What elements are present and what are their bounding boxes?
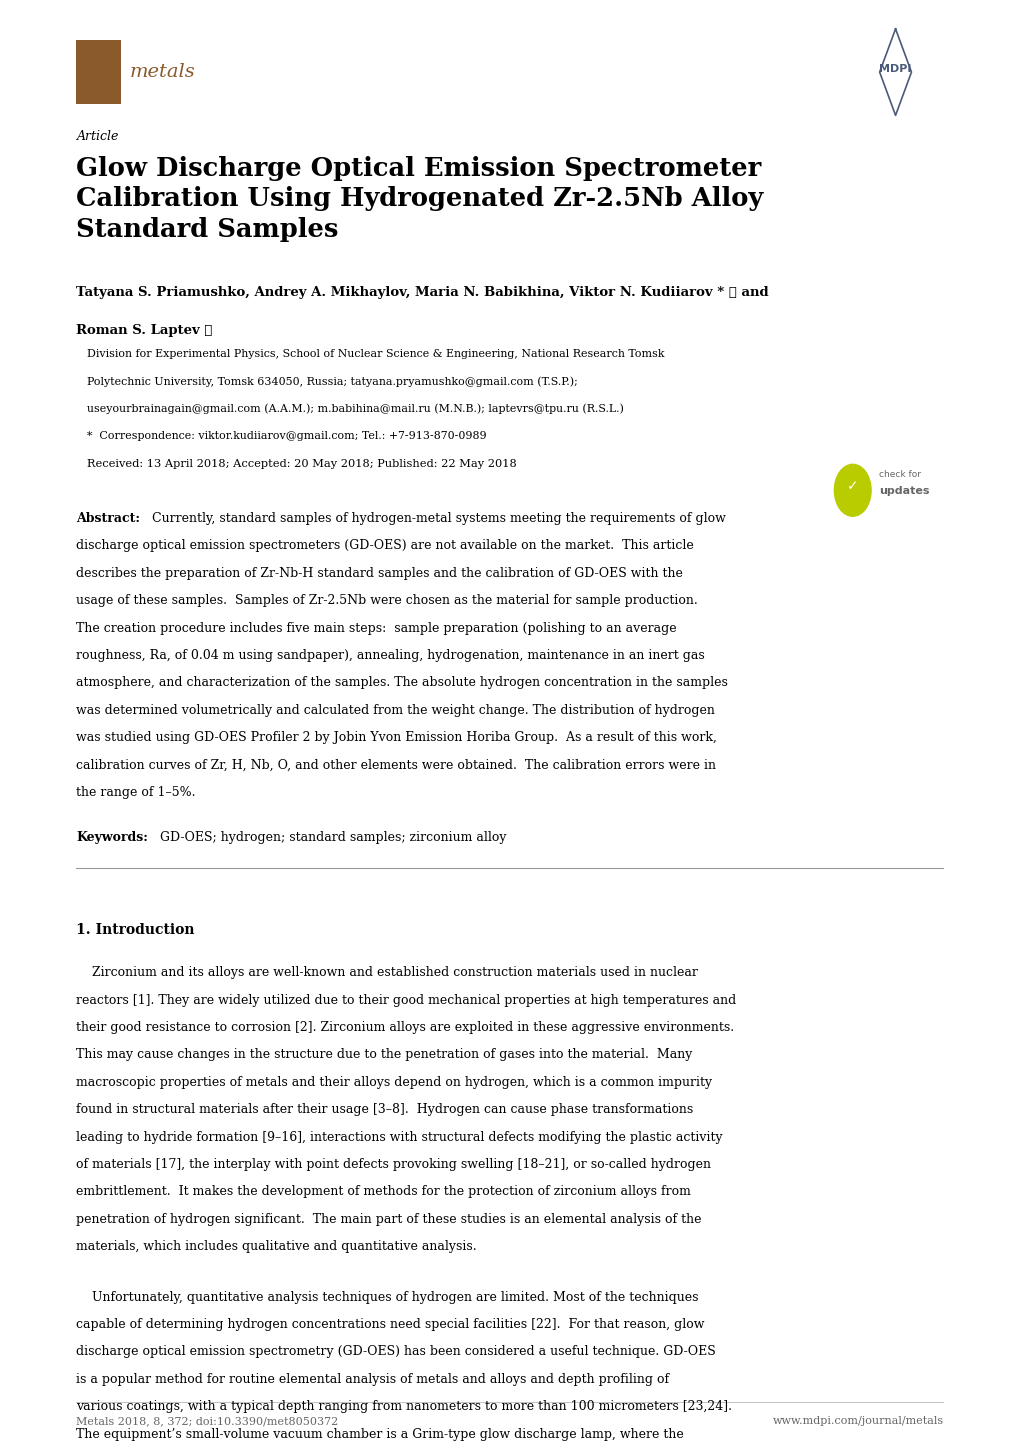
Text: *  Correspondence: viktor.kudiiarov@gmail.com; Tel.: +7-913-870-0989: * Correspondence: viktor.kudiiarov@gmail… — [87, 431, 486, 441]
Text: macroscopic properties of metals and their alloys depend on hydrogen, which is a: macroscopic properties of metals and the… — [76, 1076, 712, 1089]
Text: roughness, Ra, of 0.04 m using sandpaper), annealing, hydrogenation, maintenance: roughness, Ra, of 0.04 m using sandpaper… — [76, 649, 704, 662]
Text: Abstract:: Abstract: — [76, 512, 141, 525]
Circle shape — [834, 464, 870, 516]
Text: was studied using GD-OES Profiler 2 by Jobin Yvon Emission Horiba Group.  As a r: was studied using GD-OES Profiler 2 by J… — [76, 731, 716, 744]
Text: metals: metals — [129, 63, 195, 81]
Text: various coatings, with a typical depth ranging from nanometers to more than 100 : various coatings, with a typical depth r… — [76, 1400, 732, 1413]
Text: embrittlement.  It makes the development of methods for the protection of zircon: embrittlement. It makes the development … — [76, 1185, 691, 1198]
Text: Currently, standard samples of hydrogen-metal systems meeting the requirements o: Currently, standard samples of hydrogen-… — [152, 512, 726, 525]
Text: Division for Experimental Physics, School of Nuclear Science & Engineering, Nati: Division for Experimental Physics, Schoo… — [87, 349, 663, 359]
Text: Glow Discharge Optical Emission Spectrometer
Calibration Using Hydrogenated Zr-2: Glow Discharge Optical Emission Spectrom… — [76, 156, 763, 242]
Text: atmosphere, and characterization of the samples. The absolute hydrogen concentra: atmosphere, and characterization of the … — [76, 676, 728, 689]
Text: GD-OES; hydrogen; standard samples; zirconium alloy: GD-OES; hydrogen; standard samples; zirc… — [156, 831, 506, 844]
Text: ✓: ✓ — [846, 479, 858, 493]
Text: Unfortunately, quantitative analysis techniques of hydrogen are limited. Most of: Unfortunately, quantitative analysis tec… — [76, 1291, 698, 1304]
Text: of materials [17], the interplay with point defects provoking swelling [18–21], : of materials [17], the interplay with po… — [76, 1158, 711, 1171]
Text: useyourbrainagain@gmail.com (A.A.M.); m.babihina@mail.ru (M.N.B.); laptevrs@tpu.: useyourbrainagain@gmail.com (A.A.M.); m.… — [87, 404, 623, 414]
Text: describes the preparation of Zr-Nb-H standard samples and the calibration of GD-: describes the preparation of Zr-Nb-H sta… — [76, 567, 683, 580]
Text: the range of 1–5%.: the range of 1–5%. — [76, 786, 196, 799]
FancyBboxPatch shape — [76, 40, 121, 104]
Text: Tatyana S. Priamushko, Andrey A. Mikhaylov, Maria N. Babikhina, Viktor N. Kudiia: Tatyana S. Priamushko, Andrey A. Mikhayl… — [76, 286, 768, 298]
Text: www.mdpi.com/journal/metals: www.mdpi.com/journal/metals — [771, 1416, 943, 1426]
Text: penetration of hydrogen significant.  The main part of these studies is an eleme: penetration of hydrogen significant. The… — [76, 1213, 701, 1226]
Text: This may cause changes in the structure due to the penetration of gases into the: This may cause changes in the structure … — [76, 1048, 692, 1061]
Text: found in structural materials after their usage [3–8].  Hydrogen can cause phase: found in structural materials after thei… — [76, 1103, 693, 1116]
Text: Received: 13 April 2018; Accepted: 20 May 2018; Published: 22 May 2018: Received: 13 April 2018; Accepted: 20 Ma… — [87, 459, 516, 469]
Text: usage of these samples.  Samples of Zr-2.5Nb were chosen as the material for sam: usage of these samples. Samples of Zr-2.… — [76, 594, 698, 607]
Text: updates: updates — [878, 486, 929, 496]
Text: The creation procedure includes five main steps:  sample preparation (polishing : The creation procedure includes five mai… — [76, 622, 677, 634]
Text: discharge optical emission spectrometry (GD-OES) has been considered a useful te: discharge optical emission spectrometry … — [76, 1345, 715, 1358]
Text: Metals 2018, 8, 372; doi:10.3390/met8050372: Metals 2018, 8, 372; doi:10.3390/met8050… — [76, 1416, 338, 1426]
Text: Polytechnic University, Tomsk 634050, Russia; tatyana.pryamushko@gmail.com (T.S.: Polytechnic University, Tomsk 634050, Ru… — [87, 376, 577, 386]
Text: calibration curves of Zr, H, Nb, O, and other elements were obtained.  The calib: calibration curves of Zr, H, Nb, O, and … — [76, 758, 715, 771]
Text: Zirconium and its alloys are well-known and established construction materials u: Zirconium and its alloys are well-known … — [76, 966, 698, 979]
Text: their good resistance to corrosion [2]. Zirconium alloys are exploited in these : their good resistance to corrosion [2]. … — [76, 1021, 734, 1034]
Text: capable of determining hydrogen concentrations need special facilities [22].  Fo: capable of determining hydrogen concentr… — [76, 1318, 704, 1331]
Text: The equipment’s small-volume vacuum chamber is a Grim-type glow discharge lamp, : The equipment’s small-volume vacuum cham… — [76, 1428, 684, 1441]
Text: reactors [1]. They are widely utilized due to their good mechanical properties a: reactors [1]. They are widely utilized d… — [76, 994, 736, 1007]
Text: Roman S. Laptev ⓘ: Roman S. Laptev ⓘ — [76, 324, 213, 337]
Text: check for: check for — [878, 470, 920, 479]
Text: 1. Introduction: 1. Introduction — [76, 923, 195, 937]
Text: MDPI: MDPI — [878, 65, 911, 74]
Text: materials, which includes qualitative and quantitative analysis.: materials, which includes qualitative an… — [76, 1240, 477, 1253]
Text: was determined volumetrically and calculated from the weight change. The distrib: was determined volumetrically and calcul… — [76, 704, 714, 717]
Text: Article: Article — [76, 130, 119, 143]
Text: discharge optical emission spectrometers (GD-OES) are not available on the marke: discharge optical emission spectrometers… — [76, 539, 694, 552]
Text: is a popular method for routine elemental analysis of metals and alloys and dept: is a popular method for routine elementa… — [76, 1373, 668, 1386]
Text: leading to hydride formation [9–16], interactions with structural defects modify: leading to hydride formation [9–16], int… — [76, 1131, 722, 1144]
Text: Keywords:: Keywords: — [76, 831, 148, 844]
